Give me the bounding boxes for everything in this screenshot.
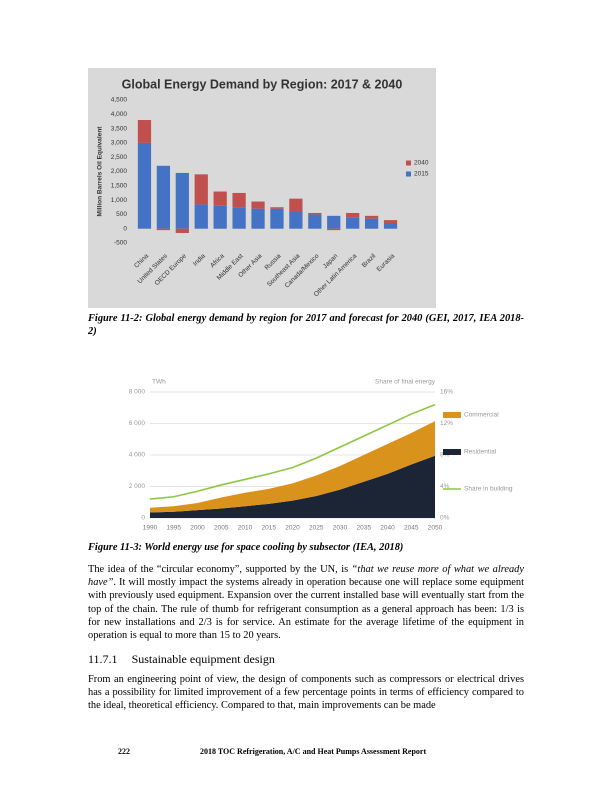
- x-tick-label: 1995: [167, 525, 182, 530]
- bar: [232, 192, 246, 208]
- bar: [327, 228, 341, 231]
- bar: [346, 217, 360, 229]
- area: [150, 421, 435, 513]
- chart-title: Global Energy Demand by Region: 2017 & 2…: [122, 77, 403, 91]
- x-tick-label: 2045: [404, 525, 419, 530]
- bar: [213, 191, 227, 206]
- y2-axis-label: Share of final energy: [375, 379, 436, 386]
- figure-caption: Figure 11-3: World energy use for space …: [88, 542, 404, 553]
- legend-label: 2040: [414, 160, 429, 167]
- x-tick-label: 2040: [380, 525, 395, 530]
- bar: [289, 211, 303, 229]
- legend-swatch: [406, 160, 411, 166]
- y-tick-label: 4,500: [111, 97, 128, 104]
- y2-tick-label: 16%: [440, 389, 453, 396]
- bar: [156, 165, 171, 229]
- bar: [327, 215, 341, 229]
- y-tick-label: 6 000: [129, 420, 146, 427]
- bar: [194, 174, 208, 205]
- y-tick-label: 0: [123, 225, 127, 232]
- section-title: Sustainable equipment design: [131, 652, 275, 666]
- y2-tick-label: 12%: [440, 420, 453, 427]
- line: [149, 403, 436, 500]
- text: . It will mostly impact the systems alre…: [88, 577, 524, 642]
- x-tick-label: 2050: [428, 525, 443, 530]
- legend-label: 2015: [414, 171, 429, 178]
- figure-caption: Figure 11-2: Global energy demand by reg…: [88, 313, 524, 338]
- bar: [175, 172, 189, 229]
- legend-label: Residential: [464, 449, 497, 456]
- bar: [270, 207, 284, 209]
- legend-swatch: [443, 449, 461, 455]
- x-tick-label: 2020: [285, 525, 300, 530]
- chart-energy-demand: Global Energy Demand by Region: 2017 & 2…: [88, 68, 436, 308]
- y-tick-label: 3,000: [111, 140, 128, 147]
- y-tick-label: 2,000: [111, 168, 128, 175]
- bar: [137, 120, 152, 143]
- x-tick-label: 2025: [309, 525, 324, 530]
- y-axis-label: Million Barrels Oil Equivalent: [97, 126, 104, 217]
- bar: [213, 205, 227, 229]
- bar: [137, 142, 152, 229]
- bar: [308, 214, 322, 229]
- bar: [383, 220, 398, 223]
- bar: [156, 228, 171, 231]
- bar: [232, 207, 246, 229]
- x-tick-label: 2010: [238, 525, 253, 530]
- y-tick-label: 2,500: [111, 154, 128, 161]
- paragraph: The idea of the “circular economy”, supp…: [88, 563, 524, 642]
- y-tick-label: 2 000: [129, 483, 146, 490]
- bar: [194, 204, 208, 229]
- y-tick-label: 1,500: [111, 183, 128, 190]
- y2-tick-label: 0%: [440, 515, 450, 522]
- bar: [289, 198, 303, 212]
- page-number: 222: [118, 747, 130, 756]
- quote: “that we reuse more of what we already h…: [88, 564, 524, 589]
- footer-title: 2018 TOC Refrigeration, A/C and Heat Pum…: [200, 747, 427, 756]
- paragraph: From an engineering point of view, the d…: [88, 674, 524, 712]
- bar: [364, 218, 379, 229]
- chart-space-cooling: TWh Share of final energy 0 2 000 4 000 6 000…: [129, 379, 513, 530]
- bar: [346, 212, 360, 218]
- legend-swatch: [406, 171, 411, 177]
- legend-label: Share in buildings: [464, 486, 513, 493]
- y2-tick-label: 4%: [440, 483, 450, 490]
- area: [150, 455, 435, 518]
- y-tick-label: 3,500: [111, 125, 128, 132]
- section-heading: 11.7.1 Sustainable equipment design: [88, 652, 275, 667]
- bar: [270, 208, 284, 229]
- x-tick-label: 2005: [214, 525, 229, 530]
- y-tick-label: 4,000: [111, 111, 128, 118]
- y-tick-label: 8 000: [129, 389, 146, 396]
- x-tick-label: 2015: [262, 525, 277, 530]
- bar: [383, 222, 398, 229]
- y-tick-label: 4 000: [129, 452, 146, 459]
- x-tick-label: 2000: [190, 525, 205, 530]
- x-tick-label: 2035: [357, 525, 372, 530]
- y2-tick-label: 8%: [440, 452, 450, 459]
- bar: [251, 208, 265, 229]
- y-axis-label: TWh: [152, 379, 166, 386]
- text: The idea of the “circular economy”, supp…: [88, 564, 352, 575]
- bar: [251, 201, 265, 209]
- legend-swatch: [443, 412, 461, 418]
- y-tick-label: 1,000: [111, 197, 128, 204]
- y-tick-label: -500: [114, 240, 127, 247]
- y-tick-label: 0: [141, 515, 145, 522]
- legend-label: Commercial: [464, 412, 499, 419]
- bar: [308, 212, 322, 215]
- x-tick-label: 2030: [333, 525, 348, 530]
- bar: [175, 228, 189, 233]
- section-number: 11.7.1: [88, 652, 118, 666]
- bar: [364, 215, 379, 219]
- x-tick-label: 1990: [143, 525, 158, 530]
- y-tick-label: 500: [116, 211, 127, 218]
